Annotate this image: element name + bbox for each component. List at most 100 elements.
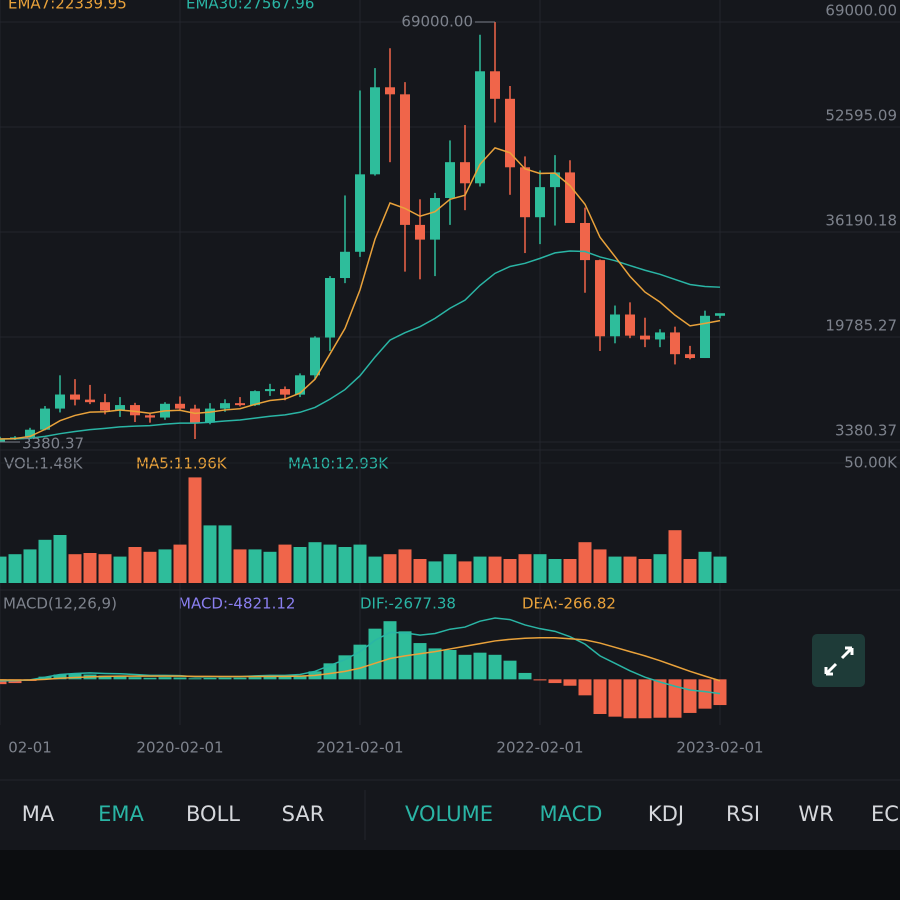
expand-icon[interactable] [824, 646, 854, 676]
candle-body [415, 224, 425, 240]
candle-body [235, 403, 245, 406]
volume-bar [428, 561, 442, 583]
x-tick-label: 02-01 [8, 739, 52, 757]
candle-body [550, 172, 560, 188]
volume-bar [653, 554, 667, 583]
volume-bar [638, 559, 652, 583]
dea-line [0, 636, 721, 682]
macd-bar [533, 679, 547, 681]
expand-button-bg[interactable] [812, 634, 865, 687]
macd-title: MACD(12,26,9) [3, 595, 117, 613]
ema7-label: EMA7:22339.95 [8, 0, 127, 13]
macd-bar [218, 677, 232, 680]
macd-bar [623, 679, 637, 719]
volume-bar [683, 559, 697, 583]
volume-bar [548, 559, 562, 583]
macd-bar [563, 679, 577, 686]
candle-body [430, 198, 440, 240]
y-tick-label: 50.00K [844, 454, 898, 472]
candle-body [295, 375, 305, 395]
expand-button[interactable] [812, 634, 865, 687]
candle-body [565, 172, 575, 223]
volume-bar [398, 549, 412, 583]
ema30-label: EMA30:27567.96 [186, 0, 314, 13]
tab[interactable]: MACD [540, 802, 603, 826]
candle-body [0, 438, 5, 442]
macd-bar [353, 644, 367, 680]
volume-bar [353, 544, 367, 583]
volume-bar [83, 553, 97, 583]
volume-bar [113, 556, 127, 583]
tab[interactable]: BOLL [186, 802, 240, 826]
macd-bar [518, 672, 532, 680]
volume-bar [413, 559, 427, 583]
macd-bar [503, 660, 517, 680]
volume-bar [713, 556, 727, 583]
y-tick-label: 69000.00 [825, 2, 897, 20]
macd-bar [293, 675, 307, 680]
volume-bar [38, 539, 52, 583]
candle-body [280, 389, 290, 395]
y-tick-label: 3380.37 [835, 422, 897, 440]
macd-bar [428, 648, 442, 680]
candle-body [640, 335, 650, 340]
volume-bar [173, 544, 187, 583]
macd-bar [488, 654, 502, 680]
volume-bar [233, 549, 247, 583]
macd-bar [158, 677, 172, 680]
tab[interactable]: WR [798, 802, 833, 826]
candle-body [520, 167, 530, 218]
volume-bar [338, 547, 352, 583]
volume-bar [323, 544, 337, 583]
tab[interactable]: KDJ [648, 802, 684, 826]
volume-bar [68, 554, 82, 583]
macd-bar [248, 677, 262, 680]
tab[interactable]: MA [22, 802, 55, 826]
macd-bar [608, 679, 622, 717]
volume-bar [443, 554, 457, 583]
candle-body [685, 354, 695, 359]
volume-bar [0, 556, 7, 583]
macd-label: MACD:-4821.12 [178, 595, 295, 613]
tab[interactable]: RSI [726, 802, 760, 826]
x-tick-label: 2020-02-01 [136, 739, 223, 757]
macd-bar [233, 677, 247, 680]
candle-body [220, 403, 230, 409]
candle-body [400, 94, 410, 225]
macd-bar [593, 679, 607, 714]
volume-bar [128, 547, 142, 583]
macd-bar [713, 679, 727, 706]
y-tick-label: 36190.18 [825, 212, 897, 230]
macd-bar [473, 652, 487, 680]
tab[interactable]: VOLUME [405, 802, 493, 826]
macd-bar [443, 650, 457, 680]
candle-body [355, 174, 365, 252]
volume-bar [503, 559, 517, 583]
macd-bar [368, 628, 382, 680]
tab[interactable]: SAR [282, 802, 325, 826]
candle-body [325, 278, 335, 338]
volume-bar [668, 530, 682, 583]
volume-bar [383, 554, 397, 583]
macd-bar [278, 676, 292, 680]
macd-bar [668, 679, 682, 718]
candle-body [490, 71, 500, 99]
x-tick-label: 2021-02-01 [316, 739, 403, 757]
macd-bar [578, 679, 592, 696]
volume-bar [143, 551, 157, 583]
y-tick-label: 52595.09 [825, 107, 897, 125]
candle-body [250, 391, 260, 406]
candle-body [145, 415, 155, 418]
extreme-label: 69000.00 [401, 13, 473, 31]
tab[interactable]: EMA [98, 802, 144, 826]
volume-bar [533, 554, 547, 583]
volume-bar [293, 547, 307, 583]
candle-body [610, 314, 620, 337]
tab[interactable]: EC [871, 802, 899, 826]
x-tick-label: 2022-02-01 [496, 739, 583, 757]
volume-bar [593, 549, 607, 583]
ema7-line [0, 147, 721, 440]
candle-body [505, 98, 515, 168]
volume-bar [53, 535, 67, 583]
